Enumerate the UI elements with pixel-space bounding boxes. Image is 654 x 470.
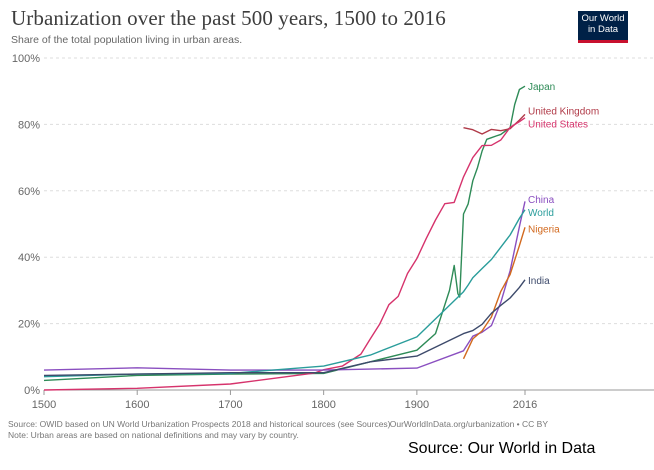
source-note: Source: OWID based on UN World Urbanizat…: [8, 419, 391, 429]
nigeria-label: Nigeria: [528, 224, 560, 235]
series-labels: Japan United Kingdom United States China Wor…: [528, 82, 599, 287]
chart-title: Urbanization over the past 500 years, 15…: [11, 6, 446, 30]
nigeria-line[interactable]: [462, 227, 526, 360]
image-credit: Source: Our World in Data: [408, 440, 596, 457]
y-tick-label: 60%: [18, 186, 40, 198]
owid-logo[interactable]: Our World in Data: [578, 11, 628, 43]
logo-line-2: in Data: [587, 24, 619, 35]
logo-line-1: Our World: [581, 13, 625, 24]
series-lines: [43, 85, 526, 391]
gridlines: 0% 20% 40% 60% 80% 100%: [12, 53, 654, 397]
india-label: India: [528, 276, 550, 287]
y-tick-label: 20%: [18, 319, 40, 331]
y-tick-label: 80%: [18, 119, 40, 131]
y-tick-label: 0%: [24, 385, 40, 397]
united-states-line[interactable]: [43, 117, 526, 391]
x-tick-label: 1500: [32, 399, 56, 411]
united-kingdom-label: United Kingdom: [528, 106, 599, 117]
y-tick-label: 40%: [18, 252, 40, 264]
world-line[interactable]: [43, 209, 526, 378]
japan-line[interactable]: [43, 85, 526, 382]
china-line[interactable]: [43, 201, 526, 371]
united-kingdom-line[interactable]: [463, 113, 526, 135]
line-chart: 0% 20% 40% 60% 80% 100% 1500 1600 1700 1800 1900 2…: [12, 53, 654, 411]
owid-url[interactable]: OurWorldInData.org/urbanization • CC BY: [389, 419, 548, 429]
y-tick-label: 100%: [12, 53, 40, 65]
x-axis: 1500 1600 1700 1800 1900 2016: [32, 390, 537, 411]
x-tick-label: 2016: [513, 399, 537, 411]
india-line[interactable]: [43, 279, 526, 377]
china-label: China: [528, 195, 555, 206]
x-tick-label: 1900: [405, 399, 429, 411]
x-tick-label: 1800: [311, 399, 335, 411]
world-label: World: [528, 208, 554, 219]
x-tick-label: 1700: [218, 399, 242, 411]
x-tick-label: 1600: [125, 399, 149, 411]
chart-subtitle: Share of the total population living in …: [11, 34, 243, 46]
definition-note: Note: Urban areas are based on national …: [8, 430, 299, 440]
japan-label: Japan: [528, 82, 555, 93]
united-states-label: United States: [528, 119, 588, 130]
